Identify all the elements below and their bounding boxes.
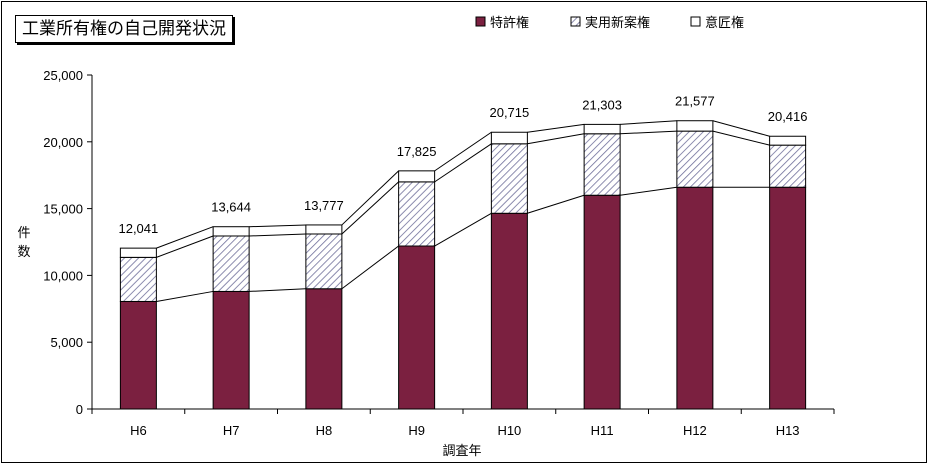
bar-patent <box>119 300 157 410</box>
series-line <box>527 123 585 133</box>
series-line <box>341 245 399 290</box>
series-line <box>341 170 399 226</box>
legend-label: 実用新案権 <box>585 15 650 31</box>
series-line <box>434 143 492 183</box>
bar-utility-model <box>583 133 621 196</box>
bar-patent <box>676 186 714 410</box>
bar-utility-model <box>119 256 157 302</box>
y-axis-title: 数 <box>17 245 30 260</box>
series-line <box>620 130 677 135</box>
total-data-label: 17,825 <box>397 144 437 159</box>
series-line <box>620 186 677 196</box>
series-line <box>434 212 492 247</box>
x-tick-label: H12 <box>683 423 707 438</box>
bar-design <box>119 247 157 258</box>
bar-patent <box>490 212 528 410</box>
series-line <box>434 131 492 172</box>
series-line <box>156 290 214 302</box>
y-tick-label: 10,000 <box>43 268 83 283</box>
series-line <box>620 120 677 125</box>
bar-patent <box>583 194 621 410</box>
x-tick-label: H6 <box>130 423 147 438</box>
legend-swatch <box>475 16 486 27</box>
bar-design <box>490 131 528 145</box>
bar-design <box>212 226 250 237</box>
bar-design <box>769 135 807 146</box>
y-tick-label: 5,000 <box>50 335 83 350</box>
bar-utility-model <box>676 130 714 188</box>
bar-patent <box>212 290 250 410</box>
total-data-label: 21,303 <box>582 97 622 112</box>
total-data-label: 12,041 <box>118 221 158 236</box>
chart-title: 工業所有権の自己開発状況 <box>15 15 233 43</box>
bar-utility-model <box>769 144 807 188</box>
x-tick-label: H8 <box>316 423 333 438</box>
total-data-label: 20,715 <box>489 105 529 120</box>
y-tick-label: 25,000 <box>43 68 83 83</box>
bar-design <box>305 224 343 235</box>
y-axis-title: 件 <box>17 226 30 241</box>
total-data-label: 21,577 <box>675 94 715 109</box>
series-line <box>341 181 399 235</box>
legend-swatch <box>690 16 701 27</box>
x-tick-label: H9 <box>408 423 425 438</box>
series-line <box>156 226 214 249</box>
series-line <box>527 133 585 145</box>
y-tick-label: 20,000 <box>43 135 83 150</box>
total-data-label: 13,644 <box>211 200 251 215</box>
total-data-label: 13,777 <box>304 198 344 213</box>
bar-patent <box>305 288 343 410</box>
y-tick-label: 0 <box>76 402 83 417</box>
legend-label: 特許権 <box>490 15 529 31</box>
series-line <box>712 130 770 146</box>
series-line <box>249 233 306 237</box>
bar-patent <box>398 245 436 410</box>
legend-swatch <box>570 16 581 27</box>
series-line <box>249 224 306 228</box>
bar-utility-model <box>305 233 343 290</box>
x-tick-label: H10 <box>497 423 521 438</box>
series-line <box>712 120 770 137</box>
y-tick-label: 15,000 <box>43 202 83 217</box>
series-line <box>156 235 214 258</box>
bar-utility-model <box>212 235 250 292</box>
bar-design <box>583 123 621 135</box>
x-axis-title: 調査年 <box>442 444 481 459</box>
legend-label: 意匠権 <box>705 15 744 31</box>
bar-design <box>398 170 436 183</box>
bar-utility-model <box>398 181 436 247</box>
x-tick-label: H13 <box>776 423 800 438</box>
series-line <box>249 288 306 292</box>
bar-patent <box>769 186 807 410</box>
bar-utility-model <box>490 143 528 214</box>
x-tick-label: H7 <box>223 423 240 438</box>
bar-design <box>676 120 714 132</box>
series-line <box>527 194 585 214</box>
x-tick-label: H11 <box>591 423 614 438</box>
total-data-label: 20,416 <box>768 109 808 124</box>
